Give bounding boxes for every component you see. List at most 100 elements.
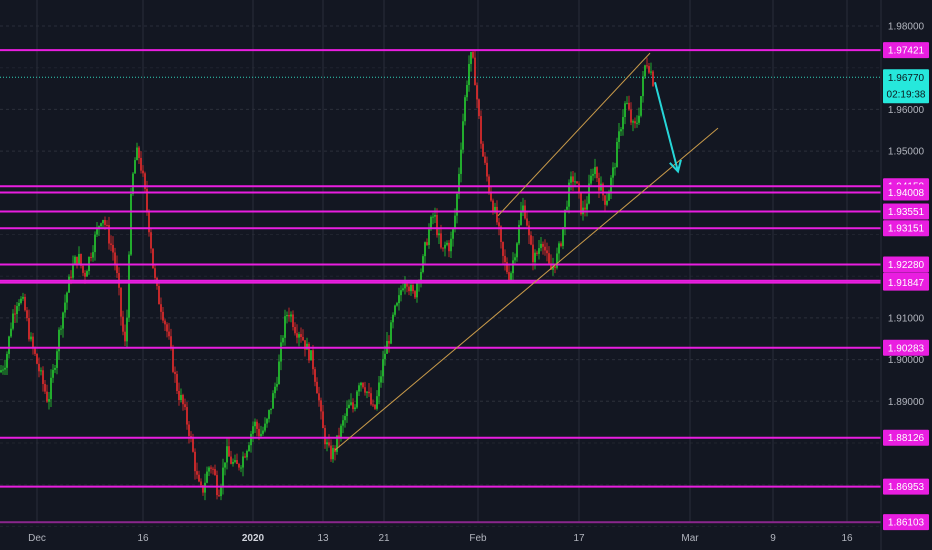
candle: [308, 342, 310, 364]
candle: [376, 390, 378, 411]
candle: [362, 382, 364, 389]
level-tag-bg: [883, 429, 929, 446]
level-tag-label: 1.92280: [888, 260, 925, 271]
candle-body: [26, 310, 28, 319]
candle: [10, 322, 12, 338]
candle-body: [218, 495, 220, 497]
candle: [46, 384, 48, 403]
candle-body: [348, 404, 350, 409]
candle-body: [576, 181, 578, 184]
candle: [224, 462, 226, 476]
candle-body: [410, 284, 412, 292]
level-tag-bg: [883, 203, 929, 220]
candle: [182, 393, 184, 411]
candle-body: [638, 115, 640, 123]
candle-body: [144, 173, 146, 190]
horizontal-levels[interactable]: [0, 49, 881, 524]
candle-body: [430, 216, 432, 230]
candle-body: [308, 343, 310, 361]
candle-body: [60, 328, 62, 330]
candle: [62, 311, 64, 338]
level-tag-1.92280: 1.92280: [883, 256, 929, 273]
candle-body: [240, 467, 242, 469]
candle: [622, 108, 624, 136]
candle: [514, 253, 516, 266]
candle: [404, 276, 406, 295]
candle-body: [28, 318, 30, 340]
candle: [218, 489, 220, 498]
candle-body: [22, 296, 24, 299]
candle-body: [146, 189, 148, 211]
candle-body: [550, 263, 552, 270]
time-tick-label: 17: [573, 533, 585, 544]
candle-body: [72, 263, 74, 278]
candle-body: [262, 430, 264, 434]
candle-body: [192, 437, 194, 452]
candle: [360, 381, 362, 392]
candle-body: [238, 463, 240, 468]
candle: [646, 57, 648, 69]
candle-body: [412, 284, 414, 292]
candle: [488, 174, 490, 195]
candle-body: [540, 243, 542, 249]
candle-body: [100, 223, 102, 227]
forecast-arrow[interactable]: [654, 82, 682, 174]
price-axis[interactable]: 1.98000 1.96000 1.95000 1.91000 1.90000 1.890…: [888, 22, 925, 408]
level-tag-1.94008: 1.94008: [883, 184, 929, 201]
candle: [86, 269, 88, 277]
candle-body: [488, 176, 490, 192]
candle-body: [326, 442, 328, 445]
candle: [352, 398, 354, 413]
candle: [330, 439, 332, 462]
candle-body: [602, 183, 604, 196]
candle-body: [304, 340, 306, 350]
candle: [294, 322, 296, 336]
candle: [594, 158, 596, 179]
candle-body: [78, 253, 80, 264]
candle: [466, 80, 468, 101]
candle: [388, 335, 390, 353]
candle-body: [512, 260, 514, 274]
candle: [542, 241, 544, 255]
time-axis[interactable]: Dec 16 2020 13 21 Feb 17 Mar 9 16: [28, 533, 853, 544]
trend-channel[interactable]: [334, 52, 719, 451]
candle-body: [452, 228, 454, 239]
candle: [316, 377, 318, 394]
candle-body: [406, 283, 408, 287]
candle-body: [644, 65, 646, 77]
candle-body: [38, 363, 40, 372]
candle: [346, 400, 348, 423]
candle: [448, 240, 450, 258]
candle: [12, 309, 14, 331]
candle-body: [114, 252, 116, 264]
candle: [162, 306, 164, 324]
candle-body: [404, 283, 406, 289]
level-tag-bg: [883, 42, 929, 59]
time-tick-label: 16: [137, 533, 149, 544]
forecast-arrow-head[interactable]: [669, 159, 682, 174]
candle-body: [632, 121, 634, 123]
candle-body: [266, 418, 268, 424]
candle: [250, 430, 252, 453]
candle: [152, 248, 154, 269]
candle: [572, 170, 574, 191]
candle: [442, 247, 444, 252]
candle-body: [176, 374, 178, 392]
candle-body: [318, 393, 320, 401]
channel-line-0[interactable]: [334, 127, 719, 451]
candle-body: [604, 195, 606, 205]
candle-body: [252, 426, 254, 434]
candle: [122, 310, 124, 336]
price-tick-label: 1.90000: [888, 355, 925, 366]
candle-body: [2, 369, 4, 371]
candle-body: [288, 314, 290, 317]
candle: [80, 253, 82, 269]
candle: [570, 171, 572, 191]
candle-body: [224, 462, 226, 468]
time-tick-label: 13: [317, 533, 329, 544]
candle: [616, 137, 618, 168]
candle-body: [188, 424, 190, 436]
channel-line-1[interactable]: [497, 52, 651, 217]
forecast-arrow-shaft[interactable]: [654, 82, 679, 172]
